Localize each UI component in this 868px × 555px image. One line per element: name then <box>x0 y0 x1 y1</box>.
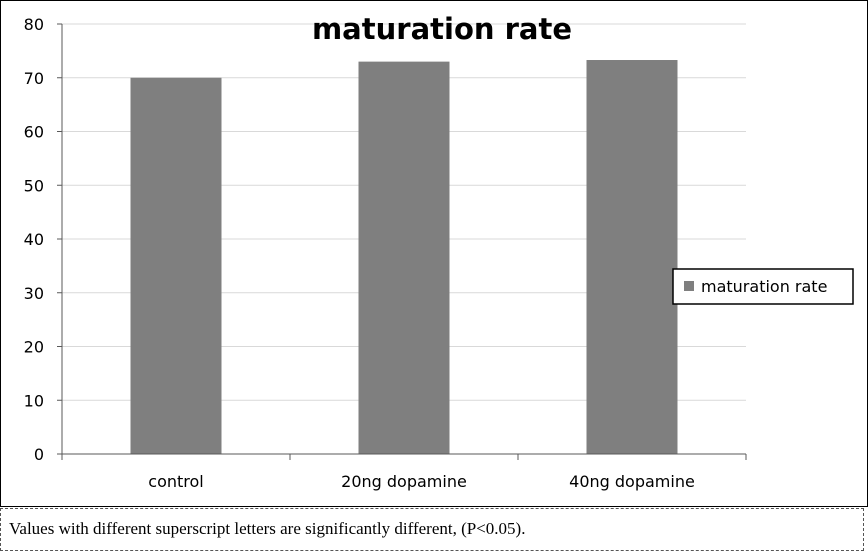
y-tick-label: 0 <box>34 445 44 464</box>
y-tick-label: 70 <box>24 69 44 88</box>
bar-40ng-dopamine <box>586 60 678 454</box>
legend-label: maturation rate <box>701 277 827 296</box>
chart-title: maturation rate <box>312 12 572 46</box>
y-tick-label: 80 <box>24 15 44 34</box>
chart-frame: 0 10 20 30 40 50 60 70 80 control 20ng dopamine 40n… <box>0 0 868 507</box>
bar-20ng-dopamine <box>358 61 450 454</box>
y-tick-label: 30 <box>24 284 44 303</box>
bar-chart: 0 10 20 30 40 50 60 70 80 control 20ng dopamine 40n… <box>24 12 854 491</box>
x-tick-label: 20ng dopamine <box>341 472 467 491</box>
y-tick-label: 40 <box>24 230 44 249</box>
legend: maturation rate <box>672 268 854 305</box>
legend-box <box>672 268 854 305</box>
bars <box>130 60 678 454</box>
x-tick-label: 40ng dopamine <box>569 472 695 491</box>
y-tick-label: 60 <box>24 123 44 142</box>
axes: 0 10 20 30 40 50 60 70 80 control 20ng dopamine 40n… <box>24 15 747 491</box>
footnote: Values with different superscript letter… <box>0 508 864 551</box>
y-tick-label: 50 <box>24 176 44 195</box>
legend-swatch <box>684 281 694 291</box>
x-tick-label: control <box>148 472 203 491</box>
y-tick-label: 20 <box>24 338 44 357</box>
bar-control <box>130 77 222 454</box>
y-tick-label: 10 <box>24 391 44 410</box>
